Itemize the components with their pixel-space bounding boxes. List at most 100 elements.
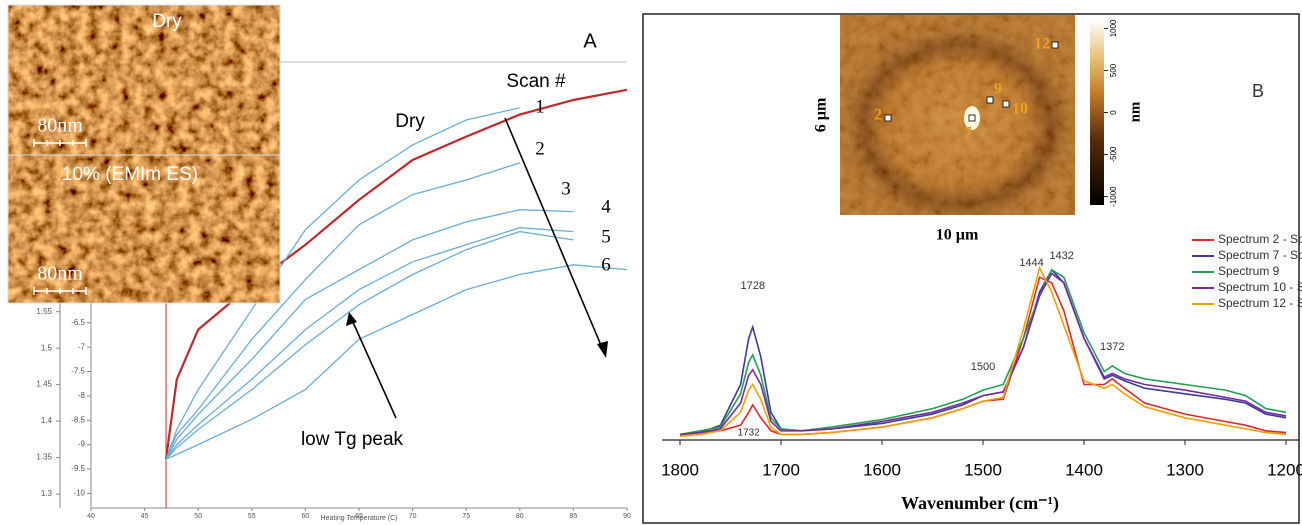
line-series <box>679 265 1287 438</box>
spot-label: 7 <box>964 125 972 142</box>
annotation: 1732 <box>738 428 761 439</box>
x-tick-label: 70 <box>409 513 417 520</box>
inset-label: 10% (EMIm ES) <box>62 164 198 185</box>
colorbar-tick-label: -500 <box>1109 146 1118 163</box>
scale-bar <box>33 287 87 295</box>
colorbar-label: nm <box>1127 101 1143 122</box>
colorbar-tick-label: -1000 <box>1109 186 1118 207</box>
annotation: 1500 <box>971 361 995 373</box>
x-tick-label: 90 <box>623 513 631 520</box>
spot-label: 12 <box>1034 36 1050 53</box>
y2-tick-label: 1.3 <box>41 489 53 498</box>
arrow-head <box>346 312 357 326</box>
x-tick-label: 65 <box>355 513 363 520</box>
y2-tick-label: 1.45 <box>36 380 52 389</box>
y-tick-label: -7 <box>78 342 86 351</box>
y-tick-label: -10 <box>73 488 85 497</box>
line-series <box>164 88 628 460</box>
afm-image <box>8 5 280 155</box>
annotation: 2 <box>535 138 545 159</box>
spot-marker <box>986 96 994 104</box>
x-axis-label: Heating Temperature (C) <box>321 515 398 522</box>
x-tick-label: 1600 <box>863 460 901 479</box>
colorbar-tick-label: 1000 <box>1109 19 1118 37</box>
afm-border <box>7 154 281 304</box>
spot-marker <box>884 114 892 122</box>
legend-label: Spectrum 2 - Spot (6) <box>1218 232 1302 246</box>
line-series <box>165 162 520 460</box>
legend-label: Spectrum 7 - Spot (8) <box>1218 248 1302 262</box>
annotation: 4 <box>601 196 611 217</box>
x-tick-label: 75 <box>462 513 470 520</box>
colorbar <box>1090 20 1104 205</box>
y2-tick-label: 1.5 <box>41 343 53 352</box>
legend-label: Spectrum 9 <box>1218 264 1280 278</box>
x-tick-label: 80 <box>516 513 524 520</box>
image-x-label: 10 µm <box>936 227 979 244</box>
x-tick-label: 60 <box>302 513 310 520</box>
x-tick-label: 45 <box>141 513 149 520</box>
legend-label: Spectrum 10 - Spot (7) <box>1218 280 1302 294</box>
annotation: 1372 <box>1100 341 1124 353</box>
image-y-label: 6 µm <box>813 97 830 132</box>
scale-label: 80nm <box>37 263 83 285</box>
frame <box>642 13 1300 524</box>
legend-label: Spectrum 12 - Spot (5) <box>1218 296 1302 310</box>
y-tick-label: -6.5 <box>71 318 85 327</box>
line-series <box>679 276 1287 436</box>
afm-texture <box>840 15 1075 215</box>
annotation: low Tg peak <box>301 429 404 450</box>
line-series <box>165 209 574 460</box>
annotation: 5 <box>601 226 611 247</box>
spot-marker <box>1002 100 1010 108</box>
annotation: A <box>583 30 597 52</box>
spot-marker <box>1051 41 1059 49</box>
annotation: 1444 <box>1019 257 1043 269</box>
line-series <box>165 227 574 460</box>
arrow <box>351 319 397 419</box>
y-tick-label: -8 <box>78 391 86 400</box>
line-series <box>679 268 1287 436</box>
colorbar-tick-label: 0 <box>1109 110 1118 115</box>
x-tick-label: 1300 <box>1166 460 1204 479</box>
arrow <box>504 117 604 351</box>
annotation: Scan # <box>506 71 566 92</box>
scale-label: 80nm <box>37 115 83 137</box>
annotation: 1432 <box>1049 250 1073 262</box>
spot-label: 2 <box>874 107 882 124</box>
x-tick-label: 1500 <box>964 460 1002 479</box>
annotation: B <box>1252 81 1264 101</box>
inset-label: Dry <box>152 11 182 32</box>
line-series <box>165 264 628 460</box>
y-tick-label: -7.5 <box>71 367 85 376</box>
scale-bar <box>33 139 87 147</box>
annotation: 1 <box>535 96 545 117</box>
y-tick-label: -8.5 <box>71 415 85 424</box>
spot-marker <box>968 114 976 122</box>
afm-image <box>8 155 280 303</box>
x-tick-label: 1400 <box>1065 460 1103 479</box>
insets: Dry 80nm 10% (EMIm ES) 80nm <box>7 4 281 304</box>
annotation: Dry <box>395 111 425 132</box>
x-tick-label: 40 <box>87 513 95 520</box>
spot-label: 9 <box>994 81 1002 98</box>
annotation: 3 <box>561 178 571 199</box>
panel-a: -10 -9.5 -9 -8.5 -8 -7.5 -7 -6.5 1.3 1.35 1.4 1.45 1… <box>36 30 631 522</box>
x-tick-label: 85 <box>570 513 578 520</box>
y2-tick-label: 1.55 <box>36 307 52 316</box>
x-tick-label: 1200 <box>1267 460 1302 479</box>
x-tick-label: 1800 <box>661 460 699 479</box>
x-tick-label: 55 <box>248 513 256 520</box>
annotation: 1728 <box>740 280 764 292</box>
x-tick-label: 50 <box>194 513 202 520</box>
y-tick-label: -9 <box>78 440 86 449</box>
line-series <box>679 268 1287 436</box>
line-series <box>679 272 1287 436</box>
y-tick-label: -9.5 <box>71 464 85 473</box>
y2-tick-label: 1.4 <box>41 416 53 425</box>
line-series <box>165 107 520 460</box>
y2-tick-label: 1.35 <box>36 453 52 462</box>
annotation: 6 <box>601 254 611 275</box>
arrow-head <box>597 341 608 358</box>
